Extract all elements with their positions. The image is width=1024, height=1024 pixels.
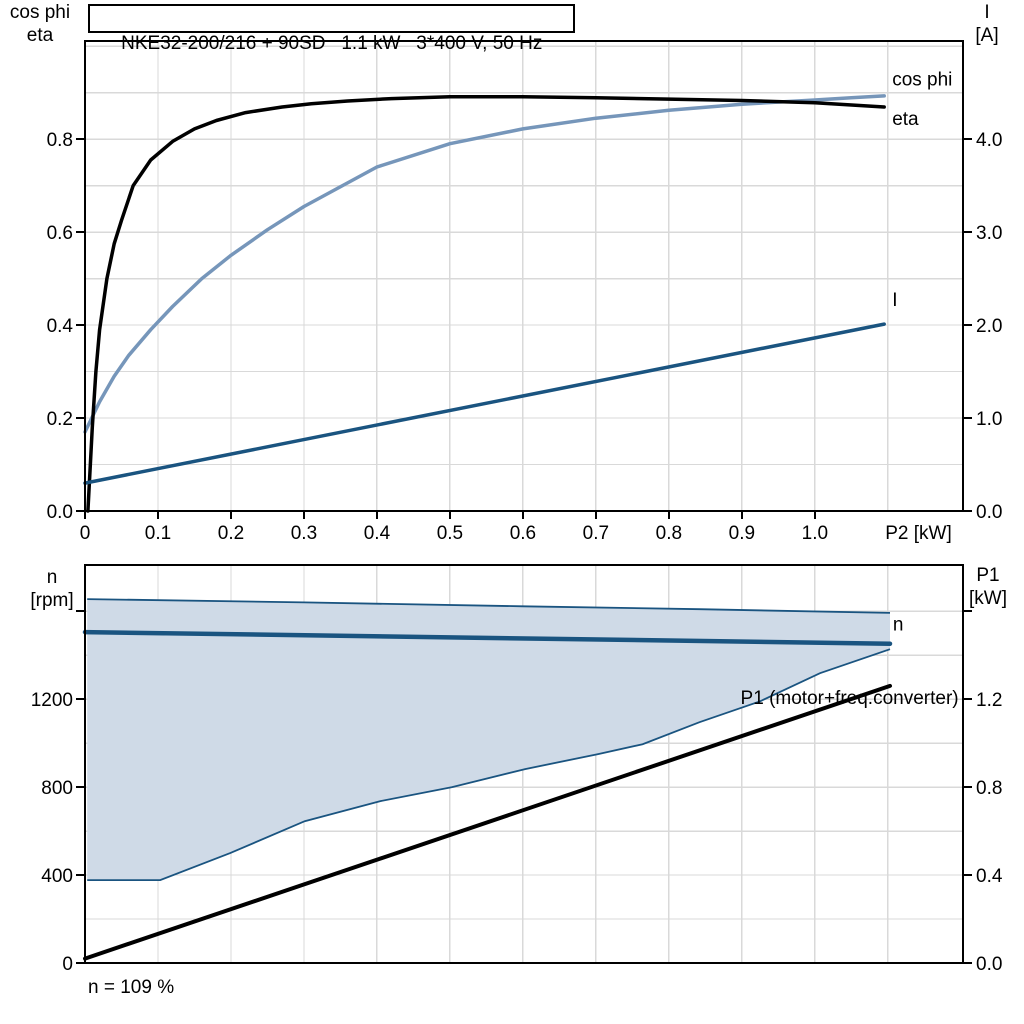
svg-text:0.4: 0.4 [976, 866, 1003, 887]
y-axis-label-speed: n [rpm] [16, 566, 88, 612]
svg-text:eta: eta [892, 109, 919, 130]
svg-text:0.2: 0.2 [218, 523, 244, 544]
y-axis-label-kw-unit: [kW] [969, 588, 1007, 609]
svg-text:1.2: 1.2 [976, 690, 1002, 711]
svg-text:3.0: 3.0 [976, 223, 1002, 244]
svg-text:cos phi: cos phi [892, 70, 952, 91]
svg-text:0.0: 0.0 [976, 502, 1002, 523]
y-axis-label-eta: eta [26, 25, 54, 46]
y-axis-label-input-power: P1 [kW] [956, 564, 1020, 610]
svg-text:0.5: 0.5 [437, 523, 463, 544]
svg-text:1200: 1200 [31, 690, 73, 711]
svg-text:0.0: 0.0 [976, 954, 1002, 975]
svg-text:I: I [892, 290, 897, 311]
svg-text:1.0: 1.0 [976, 409, 1002, 430]
svg-text:400: 400 [41, 866, 73, 887]
svg-text:800: 800 [41, 778, 73, 799]
y-axis-label-i: I [984, 2, 990, 23]
y-axis-label-current: I [A] [956, 1, 1018, 47]
svg-text:0.2: 0.2 [47, 409, 73, 430]
chart-speed-power: 0 400 800 1200 0.0 0.4 0.8 1.2 n P1 (motor+freq.c… [31, 564, 1003, 975]
curve-cos-phi [83, 94, 886, 434]
chart-motor-cosphi-eta-current: 0 0.1 0.2 0.3 0.4 0.5 0.6 0.7 0.8 0.9 1.0 0.0 0.2 0.4… [47, 40, 1002, 544]
y-axis-label-cosphi: cos phi [9, 2, 71, 23]
curve-n [82, 629, 893, 646]
curve-eta [86, 95, 886, 513]
y-axis-label-rpm-unit: [rpm] [30, 590, 74, 611]
svg-text:0.6: 0.6 [510, 523, 536, 544]
svg-text:0.0: 0.0 [47, 502, 73, 523]
chart-title: NKE32-200/216 + 90SD 1.1 kW 3*400 V, 50 … [121, 33, 543, 54]
y-axis-label-p1: P1 [976, 565, 1000, 586]
svg-text:0.8: 0.8 [47, 130, 73, 151]
svg-text:P1 (motor+freq.converter): P1 (motor+freq.converter) [741, 688, 959, 709]
svg-text:0.7: 0.7 [583, 523, 609, 544]
svg-text:4.0: 4.0 [976, 130, 1002, 151]
svg-text:0.8: 0.8 [656, 523, 682, 544]
svg-text:0.4: 0.4 [47, 316, 74, 337]
y-axis-label-amps-unit: [A] [975, 25, 999, 46]
svg-text:0.6: 0.6 [47, 223, 73, 244]
curve-i [83, 322, 886, 485]
y-axis-label-cosphi-eta: cos phi eta [4, 1, 76, 47]
svg-text:1.0: 1.0 [802, 523, 828, 544]
svg-text:0: 0 [62, 954, 73, 975]
svg-text:P2 [kW]: P2 [kW] [885, 523, 952, 544]
svg-text:0: 0 [80, 523, 91, 544]
speed-control-range [87, 599, 890, 881]
svg-text:0.4: 0.4 [364, 523, 391, 544]
speed-percentage-note: n = 109 % [88, 977, 175, 998]
svg-text:0.8: 0.8 [976, 778, 1002, 799]
svg-text:0.9: 0.9 [729, 523, 755, 544]
svg-text:0.3: 0.3 [291, 523, 317, 544]
svg-text:n: n [893, 614, 904, 635]
curve-p1-motor-freq-converter- [83, 683, 892, 961]
y-axis-label-n: n [46, 567, 58, 588]
chart-title-box: NKE32-200/216 + 90SD 1.1 kW 3*400 V, 50 … [88, 4, 575, 54]
svg-text:2.0: 2.0 [976, 316, 1002, 337]
svg-text:0.1: 0.1 [145, 523, 171, 544]
